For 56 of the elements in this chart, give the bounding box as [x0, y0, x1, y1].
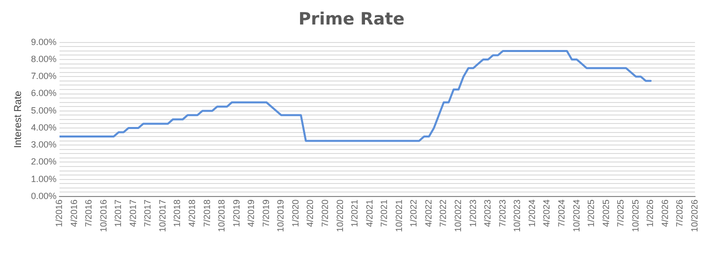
- x-tick-label: 10/2024: [571, 199, 582, 232]
- x-tick-label: 4/2021: [364, 199, 374, 227]
- y-tick-label: 2.00%: [30, 156, 57, 167]
- x-tick-label: 4/2018: [187, 199, 198, 227]
- x-tick-label: 4/2020: [305, 199, 316, 227]
- x-tick-label: 7/2021: [379, 199, 390, 227]
- x-tick-label: 10/2025: [630, 199, 640, 232]
- x-tick-label: 7/2019: [260, 199, 271, 227]
- chart-title: Prime Rate: [298, 10, 405, 30]
- x-tick-label: 7/2024: [556, 199, 566, 227]
- y-tick-label: 0.00%: [30, 190, 57, 201]
- y-tick-label: 9.00%: [30, 36, 57, 47]
- x-tick-label: 10/2021: [394, 199, 404, 232]
- x-tick-label: 4/2017: [128, 199, 138, 227]
- x-tick-label: 4/2023: [482, 199, 493, 227]
- x-tick-label: 4/2025: [600, 199, 611, 227]
- x-tick-label: 1/2025: [586, 199, 596, 227]
- x-tick-label: 1/2016: [54, 199, 64, 227]
- x-tick-label: 10/2019: [276, 199, 286, 232]
- x-tick-label: 7/2023: [497, 199, 508, 227]
- y-axis-title: Interest Rate: [12, 90, 24, 148]
- x-tick-label: 1/2018: [172, 199, 182, 227]
- x-tick-label: 1/2020: [290, 199, 300, 227]
- x-tick-label: 7/2022: [438, 199, 448, 227]
- y-tick-label: 4.00%: [30, 122, 57, 132]
- x-tick-label: 10/2020: [334, 199, 345, 232]
- x-tick-label: 4/2026: [660, 199, 670, 227]
- x-tick-label: 7/2017: [142, 199, 153, 227]
- x-tick-label: 1/2024: [526, 199, 537, 227]
- x-tick-label: 1/2017: [113, 199, 124, 227]
- y-tick-label: 8.00%: [30, 54, 57, 64]
- x-tick-label: 7/2026: [674, 199, 685, 227]
- x-tick-label: 7/2018: [202, 199, 212, 227]
- x-tick-label: 10/2023: [512, 199, 522, 232]
- x-tick-label: 1/2022: [408, 199, 419, 227]
- x-tick-label: 10/2017: [157, 199, 168, 232]
- x-tick-label: 1/2023: [468, 199, 478, 227]
- y-tick-label: 5.00%: [30, 105, 57, 116]
- x-tick-label: 7/2025: [616, 199, 626, 227]
- x-tick-label: 7/2016: [84, 199, 94, 227]
- y-tick-label: 1.00%: [30, 174, 57, 184]
- x-tick-label: 10/2022: [453, 199, 464, 232]
- y-tick-label: 7.00%: [30, 71, 57, 82]
- x-tick-label: 10/2016: [98, 199, 108, 232]
- x-tick-label: 10/2026: [689, 199, 700, 232]
- x-tick-label: 1/2019: [231, 199, 242, 227]
- x-tick-label: 4/2016: [68, 199, 79, 227]
- x-tick-label: 4/2022: [423, 199, 434, 227]
- x-tick-label: 4/2019: [246, 199, 256, 227]
- x-tick-label: 1/2026: [645, 199, 656, 227]
- y-tick-label: 3.00%: [30, 140, 57, 150]
- x-tick-label: 10/2018: [216, 199, 227, 232]
- y-tick-label: 6.00%: [30, 88, 57, 98]
- x-tick-label: 7/2020: [320, 199, 330, 227]
- x-tick-label: 1/2021: [350, 199, 360, 227]
- x-tick-label: 4/2024: [542, 199, 552, 227]
